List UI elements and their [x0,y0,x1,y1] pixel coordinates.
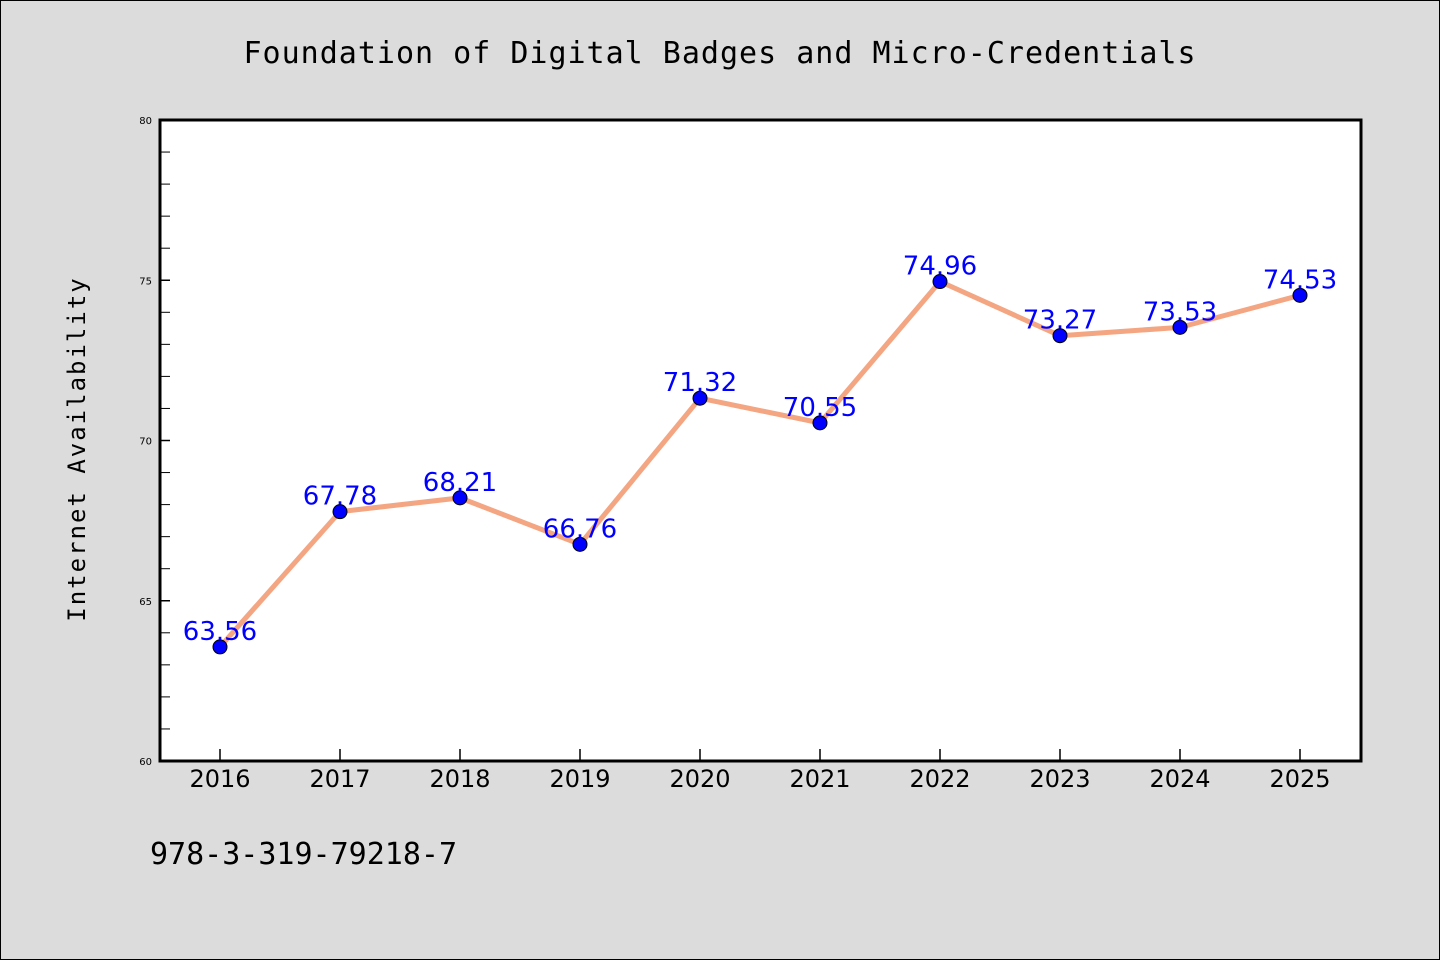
y-tick-label: 60 [139,757,152,768]
data-label: 71.32 [663,368,737,398]
data-markers [212,274,1308,655]
x-tick-label: 2022 [909,765,970,793]
data-point [1052,328,1068,344]
data-label: 67.78 [303,482,377,512]
x-tick-label: 2023 [1029,765,1090,793]
chart-title: Foundation of Digital Badges and Micro-C… [243,36,1196,71]
y-tick-label: 65 [139,597,152,608]
x-tick-label: 2020 [669,765,730,793]
data-label: 70.55 [783,393,857,423]
x-tick-label: 2019 [549,765,610,793]
data-label: 73.27 [1023,306,1097,336]
data-point [1292,287,1308,303]
data-label: 74.96 [903,252,977,282]
y-tick-labels: 60 65 70 75 80 [139,116,152,768]
data-point [1172,319,1188,335]
plot-area [160,120,1361,761]
y-tick-label: 70 [139,437,152,448]
data-label: 74.53 [1263,265,1337,295]
x-tick-label: 2018 [429,765,490,793]
data-point [452,490,468,506]
x-tick-label: 2025 [1269,765,1330,793]
data-point [212,639,228,655]
data-label: 63.56 [183,617,257,647]
x-tick-label: 2024 [1149,765,1210,793]
x-tick-label: 2016 [189,765,250,793]
data-point [572,536,588,552]
data-point [812,415,828,431]
data-point [932,274,948,290]
x-tick-label: 2021 [789,765,850,793]
data-label: 66.76 [543,514,617,544]
plot-border [158,118,1363,763]
data-point [692,390,708,406]
isbn-text: 978-3-319-79218-7 [150,837,457,872]
series-line [217,279,1303,650]
x-ticks [219,749,1301,761]
y-axis-label: Internet Availability [63,276,91,621]
y-tick-label: 75 [139,276,152,287]
data-labels: 63.56 67.78 68.21 66.76 71.32 70.55 74.96 73.27… [183,252,1337,647]
y-tick-label: 80 [139,116,152,127]
data-label: 68.21 [423,468,497,498]
data-label: 73.53 [1143,297,1217,327]
data-point [332,504,348,520]
x-tick-labels: 2016 2017 2018 2019 2020 2021 2022 2023 2024 2025 [189,765,1330,793]
x-tick-label: 2017 [309,765,370,793]
